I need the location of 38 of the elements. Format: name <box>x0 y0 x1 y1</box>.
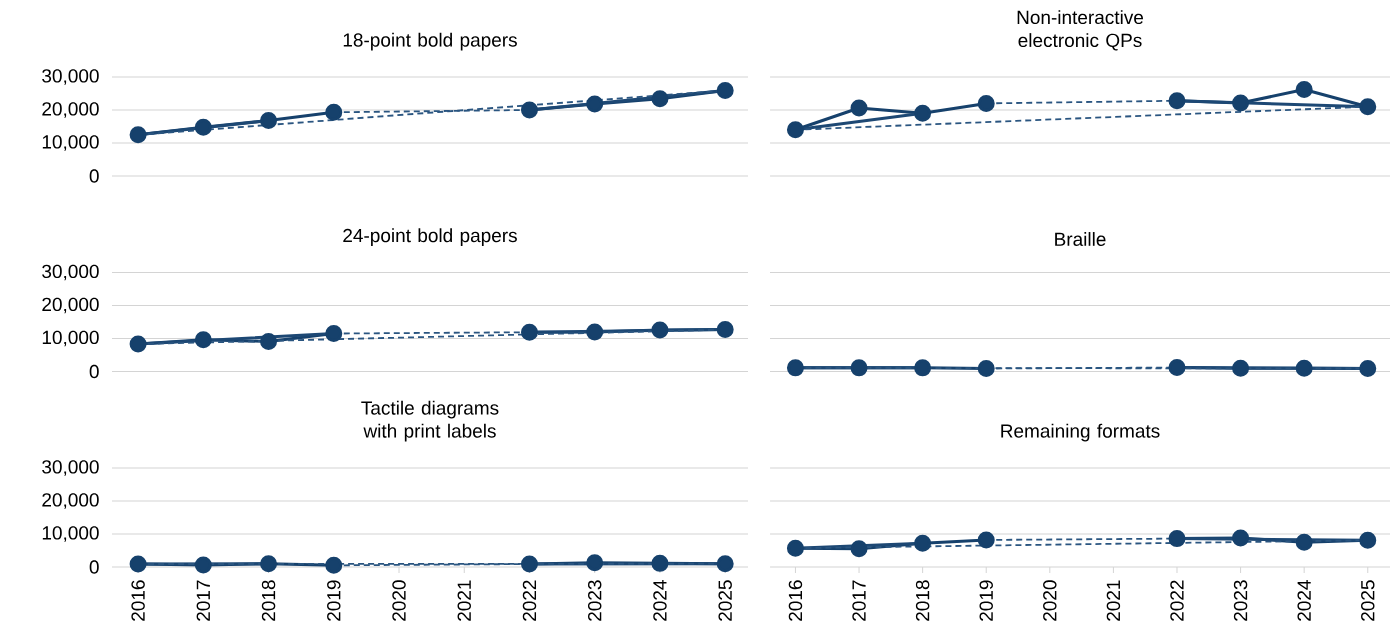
x-tick-label: 2023 <box>587 580 602 621</box>
x-tick-label: 2019 <box>979 580 993 621</box>
y-tick-label: 30,000 <box>42 460 99 476</box>
chart-title: Remaining formats <box>1001 423 1160 442</box>
x-tick-label: 2016 <box>131 580 145 621</box>
x-tick-label: 2025 <box>718 580 732 621</box>
y-tick-label: 0 <box>89 560 99 574</box>
chart-title: Tactile diagrams with print labels <box>361 400 499 442</box>
y-tick-label: 0 <box>89 364 99 379</box>
y-tick-label: 0 <box>89 169 99 183</box>
y-tick-label: 10,000 <box>42 330 99 347</box>
x-tick-label: 2020 <box>1043 580 1057 621</box>
y-tick-label: 30,000 <box>42 264 99 281</box>
x-tick-label: 2019 <box>327 580 341 621</box>
x-tick-label: 2022 <box>522 580 537 621</box>
x-tick-label: 2021 <box>1106 580 1121 621</box>
chart-title: 24-point bold papers <box>343 228 517 246</box>
x-tick-label: 2018 <box>261 580 276 621</box>
x-tick-label: 2023 <box>1233 580 1248 621</box>
x-tick-label: 2022 <box>1170 580 1184 621</box>
chart-title: 18-point bold papers <box>343 32 517 51</box>
y-tick-label: 20,000 <box>42 297 99 314</box>
y-tick-label: 10,000 <box>42 135 99 151</box>
x-tick-label: 2024 <box>1297 580 1311 621</box>
x-tick-label: 2025 <box>1361 580 1375 621</box>
x-tick-label: 2016 <box>788 580 803 621</box>
y-tick-label: 10,000 <box>42 526 99 542</box>
x-tick-label: 2024 <box>653 580 667 621</box>
x-tick-label: 2021 <box>457 580 471 621</box>
y-tick-label: 20,000 <box>42 493 99 509</box>
x-tick-label: 2018 <box>915 580 930 621</box>
x-tick-label: 2020 <box>392 580 406 621</box>
chart-title: Non-interactive electronic QPs <box>1017 10 1144 51</box>
chart-title: Braille <box>1055 232 1106 246</box>
x-tick-label: 2017 <box>852 580 866 621</box>
y-tick-label: 30,000 <box>42 69 99 85</box>
x-tick-label: 2017 <box>196 580 211 621</box>
y-tick-label: 20,000 <box>42 102 99 118</box>
